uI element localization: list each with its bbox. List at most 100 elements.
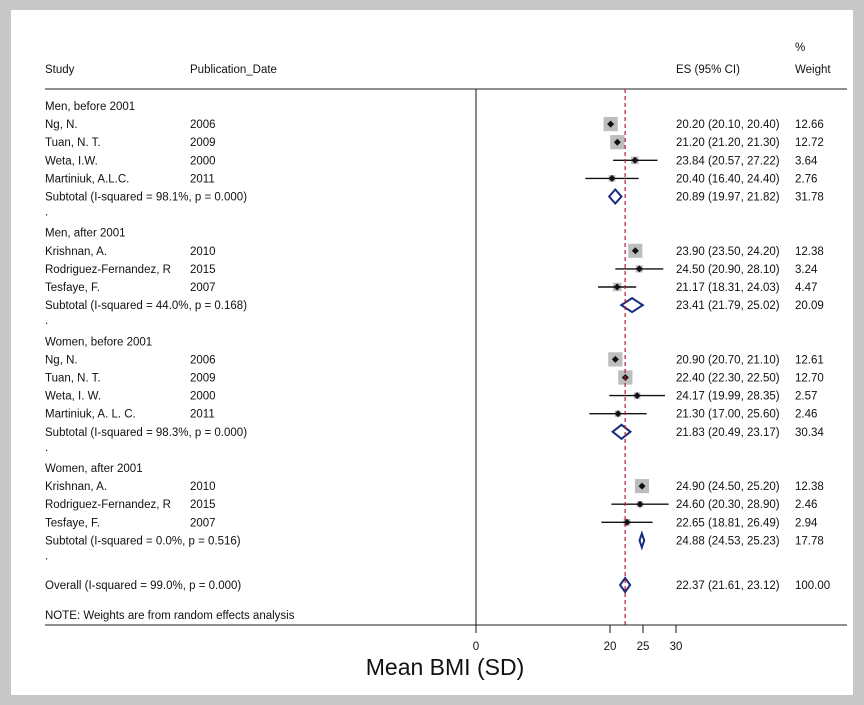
study-name: Ng, N. [45, 354, 78, 366]
publication-date: 2007 [190, 282, 216, 294]
point-estimate [635, 265, 643, 273]
point-estimate [631, 156, 639, 164]
group-spacer-dot: . [45, 207, 48, 219]
forest-plot-panel: Study Publication_Date ES (95% CI) % Wei… [11, 10, 853, 695]
study-name: Tuan, N. T. [45, 137, 101, 149]
publication-date: 2011 [190, 409, 215, 421]
subtotal-ci: 20.89 (19.97, 21.82) [676, 192, 780, 204]
study-weight: 2.57 [795, 391, 817, 403]
overall-label: Overall (I-squared = 99.0%, p = 0.000) [45, 580, 241, 592]
subtotal-ci: 24.88 (24.53, 25.23) [676, 535, 780, 547]
point-estimate [608, 174, 616, 182]
study-name: Weta, I.W. [45, 155, 98, 167]
point-estimate [613, 138, 621, 146]
study-name: Krishnan, A. [45, 481, 107, 493]
subtotal-label: Subtotal (I-squared = 98.3%, p = 0.000) [45, 427, 247, 439]
publication-date: 2009 [190, 137, 216, 149]
study-weight: 4.47 [795, 282, 817, 294]
header-study: Study [45, 64, 75, 76]
subtotal-label: Subtotal (I-squared = 98.1%, p = 0.000) [45, 192, 247, 204]
effect-size-ci: 21.17 (18.31, 24.03) [676, 282, 780, 294]
study-weight: 2.94 [795, 517, 818, 529]
study-name: Rodriguez-Fernandez, R [45, 264, 171, 276]
subtotal-weight: 30.34 [795, 427, 824, 439]
publication-date: 2006 [190, 354, 216, 366]
header-es: ES (95% CI) [676, 64, 740, 76]
header-weight-percent: % [795, 42, 805, 54]
study-name: Krishnan, A. [45, 246, 107, 258]
publication-date: 2009 [190, 373, 216, 385]
publication-date: 2000 [190, 391, 216, 403]
effect-size-ci: 20.40 (16.40, 24.40) [676, 173, 780, 185]
subtotal-label: Subtotal (I-squared = 44.0%, p = 0.168) [45, 300, 247, 312]
point-estimate [607, 120, 615, 128]
overall-diamond [618, 576, 632, 594]
publication-date: 2006 [190, 119, 216, 131]
publication-date: 2000 [190, 155, 216, 167]
effect-size-ci: 21.30 (17.00, 25.60) [676, 409, 780, 421]
group-spacer-dot: . [45, 551, 48, 563]
point-estimate [633, 392, 641, 400]
x-axis-title: Mean BMI (SD) [366, 654, 524, 680]
study-name: Ng, N. [45, 119, 78, 131]
effect-size-ci: 24.90 (24.50, 25.20) [676, 481, 780, 493]
effect-size-ci: 20.20 (20.10, 20.40) [676, 119, 780, 131]
subtotal-label: Subtotal (I-squared = 0.0%, p = 0.516) [45, 535, 241, 547]
group-spacer-dot: . [45, 315, 48, 327]
study-name: Martiniuk, A. L. C. [45, 409, 136, 421]
header-weight: Weight [795, 64, 831, 76]
forest-plot: Study Publication_Date ES (95% CI) % Wei… [45, 42, 847, 680]
publication-date: 2015 [190, 264, 216, 276]
point-estimate [631, 247, 639, 255]
overall-ci: 22.37 (21.61, 23.12) [676, 580, 780, 592]
study-weight: 12.38 [795, 246, 824, 258]
x-tick-label-30: 30 [670, 641, 683, 653]
publication-date: 2010 [190, 481, 216, 493]
subtotal-weight: 17.78 [795, 535, 824, 547]
weights-note: NOTE: Weights are from random effects an… [45, 610, 295, 622]
study-name: Tuan, N. T. [45, 373, 101, 385]
study-name: Weta, I. W. [45, 391, 101, 403]
point-estimate [636, 500, 644, 508]
overall-weight: 100.00 [795, 580, 830, 592]
publication-date: 2015 [190, 499, 216, 511]
rows-layer: Men, before 2001 Ng, N. 2006 20.20 (20.10, … [45, 89, 830, 625]
study-name: Rodriguez-Fernandez, R [45, 499, 171, 511]
study-weight: 12.61 [795, 354, 824, 366]
group-label: Women, before 2001 [45, 336, 152, 348]
study-name: Martiniuk, A.L.C. [45, 173, 129, 185]
point-estimate [613, 283, 621, 291]
subtotal-diamond [619, 296, 645, 314]
group-label: Men, after 2001 [45, 228, 126, 240]
publication-date: 2010 [190, 246, 216, 258]
study-weight: 12.70 [795, 373, 824, 385]
point-estimate [638, 482, 646, 490]
study-weight: 2.76 [795, 173, 817, 185]
study-weight: 12.66 [795, 119, 824, 131]
effect-size-ci: 24.50 (20.90, 28.10) [676, 264, 780, 276]
effect-size-ci: 22.65 (18.81, 26.49) [676, 517, 780, 529]
study-weight: 12.72 [795, 137, 824, 149]
group-label: Women, after 2001 [45, 463, 143, 475]
study-weight: 2.46 [795, 499, 817, 511]
group-label: Men, before 2001 [45, 101, 135, 113]
effect-size-ci: 23.84 (20.57, 27.22) [676, 155, 780, 167]
subtotal-diamond [607, 187, 623, 206]
x-tick-label-25: 25 [637, 641, 650, 653]
study-weight: 2.46 [795, 409, 817, 421]
effect-size-ci: 20.90 (20.70, 21.10) [676, 354, 780, 366]
study-weight: 3.64 [795, 155, 818, 167]
point-estimate [614, 410, 622, 418]
subtotal-diamond [610, 423, 633, 441]
subtotal-ci: 23.41 (21.79, 25.02) [676, 300, 780, 312]
study-name: Tesfaye, F. [45, 517, 100, 529]
x-tick-label-0: 0 [473, 641, 479, 653]
effect-size-ci: 21.20 (21.20, 21.30) [676, 137, 780, 149]
x-tick-label-20: 20 [604, 641, 617, 653]
group-spacer-dot: . [45, 442, 48, 454]
study-name: Tesfaye, F. [45, 282, 100, 294]
subtotal-weight: 31.78 [795, 192, 824, 204]
header-publication-date: Publication_Date [190, 64, 277, 76]
effect-size-ci: 22.40 (22.30, 22.50) [676, 373, 780, 385]
effect-size-ci: 24.60 (20.30, 28.90) [676, 499, 780, 511]
